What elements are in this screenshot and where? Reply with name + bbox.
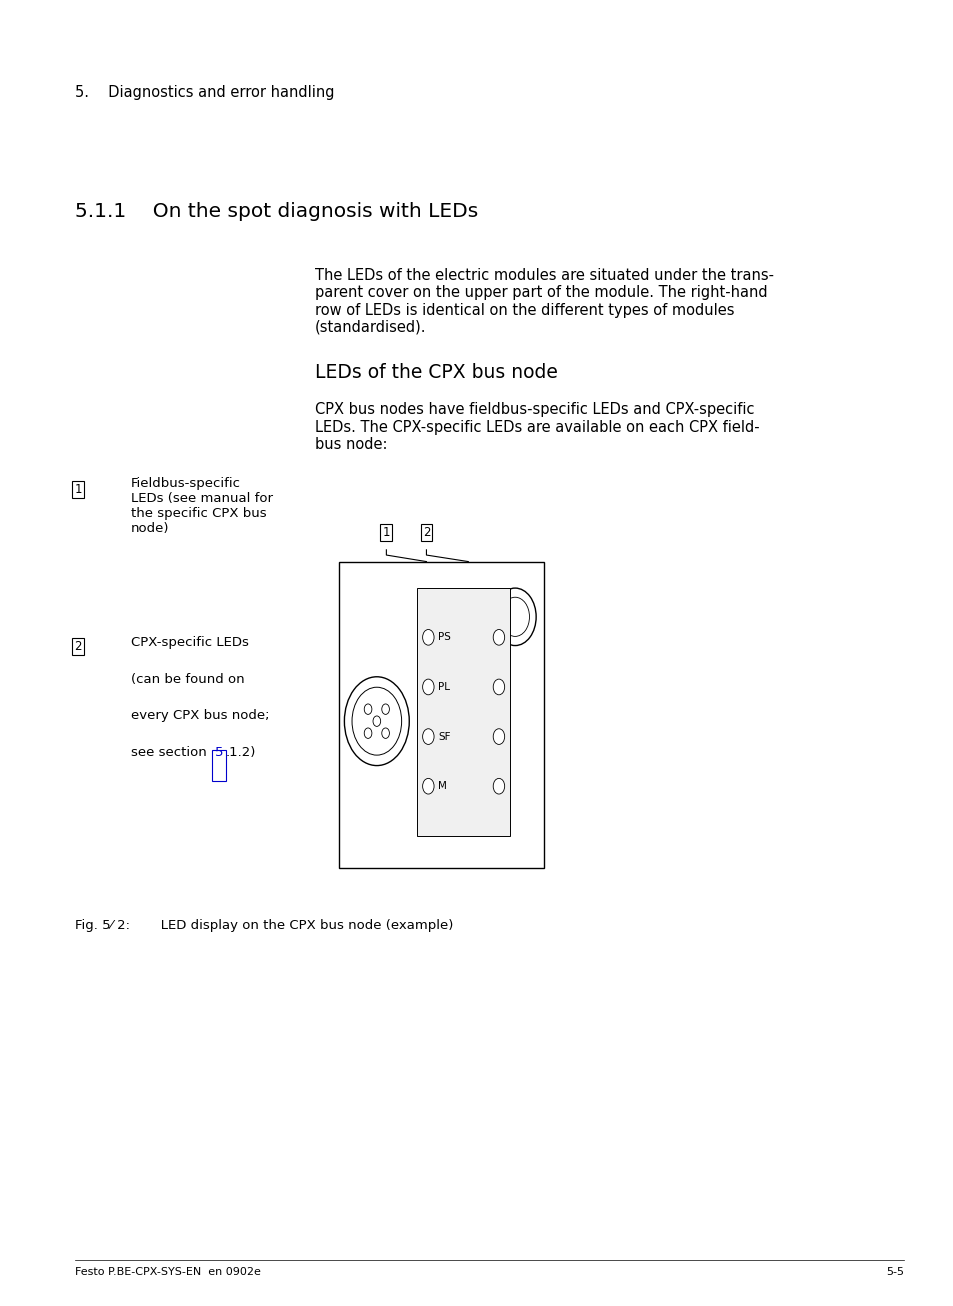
Text: .1.2): .1.2) [226,746,256,759]
Text: every CPX bus node;: every CPX bus node; [131,709,269,722]
Circle shape [422,679,434,695]
Circle shape [364,704,372,714]
Text: Festo P.BE-CPX-SYS-EN  en 0902e: Festo P.BE-CPX-SYS-EN en 0902e [75,1267,261,1277]
Circle shape [422,778,434,794]
Text: 5-5: 5-5 [885,1267,903,1277]
Circle shape [493,778,504,794]
Text: M: M [437,781,446,791]
Text: 5.  Diagnostics and error handling: 5. Diagnostics and error handling [75,85,335,99]
Circle shape [344,677,409,765]
Circle shape [500,597,529,636]
Circle shape [494,588,536,645]
Circle shape [352,687,401,755]
Circle shape [493,629,504,645]
Text: 5.1.1  On the spot diagnosis with LEDs: 5.1.1 On the spot diagnosis with LEDs [75,202,478,222]
Text: 1: 1 [382,526,390,539]
Circle shape [373,716,380,726]
FancyBboxPatch shape [416,588,510,836]
Text: The LEDs of the electric modules are situated under the trans-
parent cover on t: The LEDs of the electric modules are sit… [314,268,773,334]
Text: SF: SF [437,731,450,742]
Circle shape [493,679,504,695]
Text: LEDs of the CPX bus node: LEDs of the CPX bus node [314,363,558,383]
Circle shape [422,629,434,645]
Text: Fig. 5⁄ 2:   LED display on the CPX bus node (example): Fig. 5⁄ 2: LED display on the CPX bus no… [75,919,454,932]
Text: 1: 1 [74,483,82,496]
Text: CPX bus nodes have fieldbus-specific LEDs and CPX-specific
LEDs. The CPX-specifi: CPX bus nodes have fieldbus-specific LED… [314,402,759,452]
Text: Fieldbus-specific
LEDs (see manual for
the specific CPX bus
node): Fieldbus-specific LEDs (see manual for t… [131,477,273,534]
Text: PL: PL [437,682,450,692]
Text: (can be found on: (can be found on [131,673,244,686]
FancyBboxPatch shape [338,562,543,868]
Text: PS: PS [437,632,450,643]
Text: 2: 2 [422,526,430,539]
Text: 2: 2 [74,640,82,653]
Text: see section: see section [131,746,211,759]
Circle shape [381,727,389,738]
Circle shape [493,729,504,744]
Text: CPX-specific LEDs: CPX-specific LEDs [131,636,249,649]
Circle shape [364,727,372,738]
Text: 5: 5 [214,746,223,759]
Circle shape [381,704,389,714]
Circle shape [422,729,434,744]
